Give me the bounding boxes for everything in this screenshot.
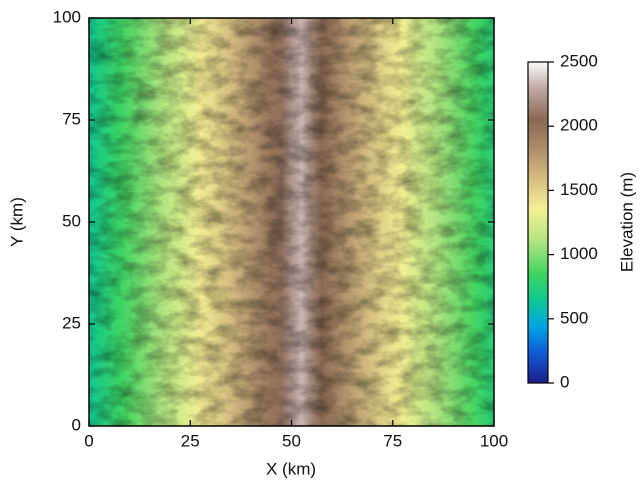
y-tick-label: 50 bbox=[62, 211, 81, 230]
colorbar-tick-label: 0 bbox=[560, 372, 569, 391]
colorbar-tick-label: 1500 bbox=[560, 180, 598, 199]
terrain-texture bbox=[89, 18, 494, 426]
x-tick-label: 100 bbox=[480, 431, 508, 450]
x-tick-label: 25 bbox=[181, 431, 200, 450]
x-tick-label: 0 bbox=[84, 431, 93, 450]
y-tick-label: 25 bbox=[62, 313, 81, 332]
colorbar-tick-label: 1000 bbox=[560, 244, 598, 263]
y-tick-label: 75 bbox=[62, 109, 81, 128]
colorbar-tick-label: 2500 bbox=[560, 51, 598, 70]
colorbar-tick-label: 2000 bbox=[560, 116, 598, 135]
y-tick-label: 0 bbox=[72, 415, 81, 434]
x-tick-label: 75 bbox=[383, 431, 402, 450]
y-axis-label: Y (km) bbox=[7, 197, 26, 247]
plot-area bbox=[89, 18, 494, 426]
x-axis-label: X (km) bbox=[266, 459, 316, 478]
colorbar-tick-label: 500 bbox=[560, 308, 588, 327]
x-tick-label: 50 bbox=[282, 431, 301, 450]
colorbar bbox=[527, 61, 549, 384]
colorbar-label: Elevation (m) bbox=[617, 172, 636, 272]
y-tick-label: 100 bbox=[53, 7, 81, 26]
